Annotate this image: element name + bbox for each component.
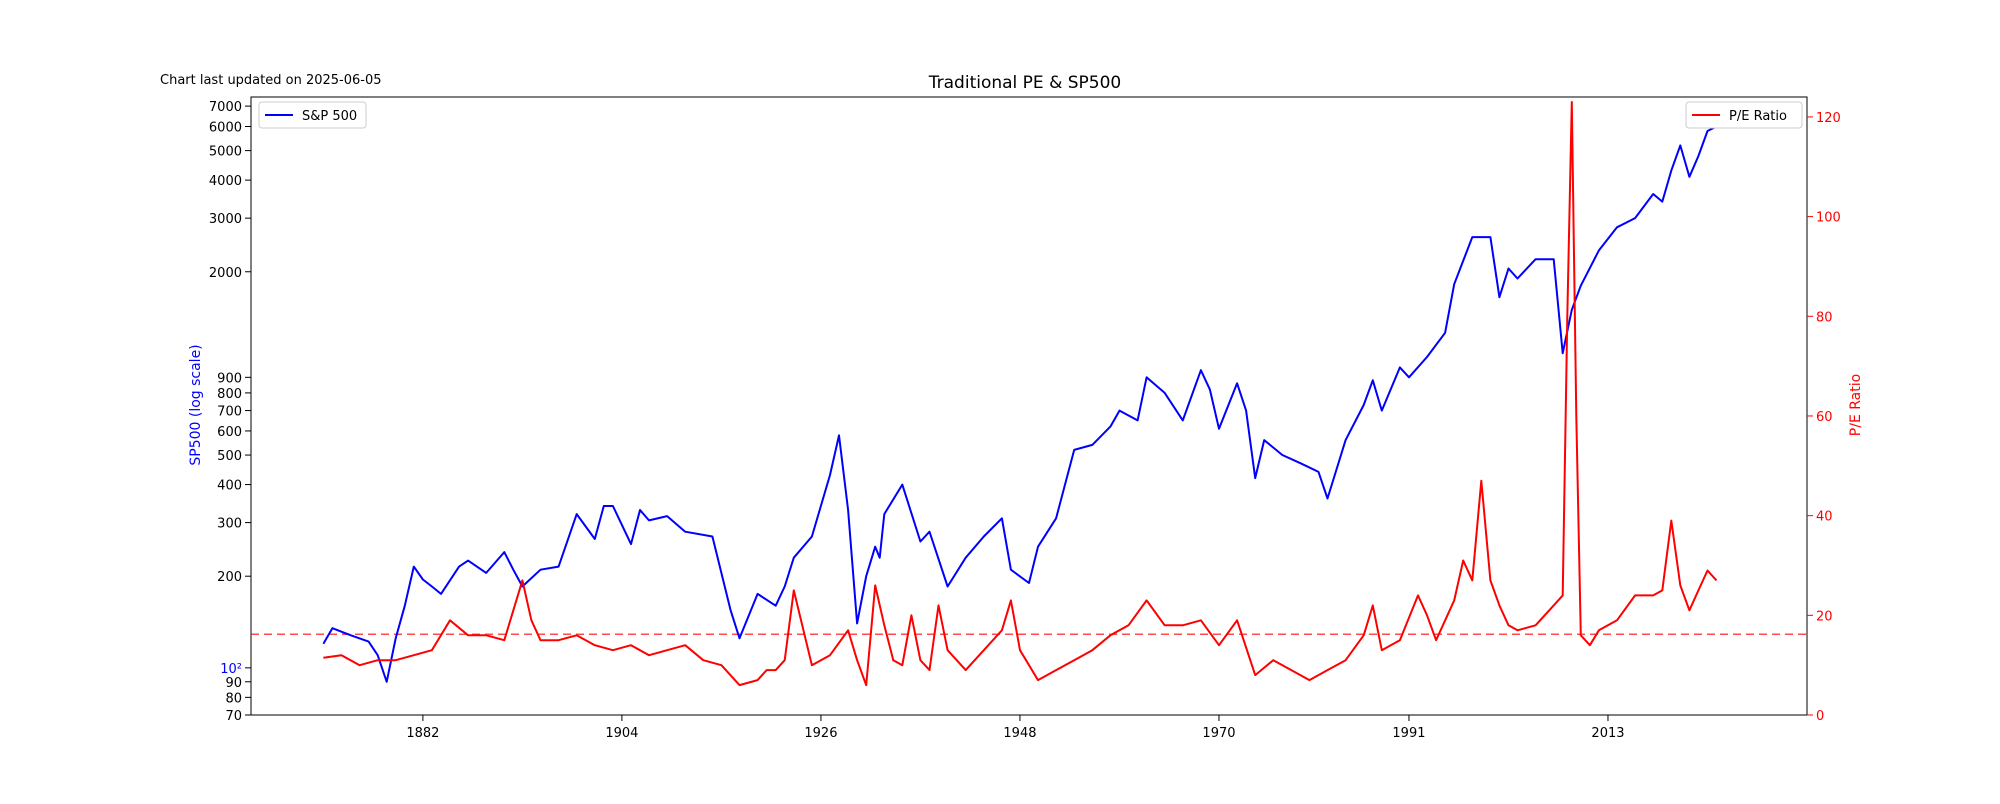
x-tick-label-6: 2013 bbox=[1591, 726, 1624, 741]
left-tick-label-4: 200 bbox=[217, 570, 242, 585]
right-tick-label-0: 0 bbox=[1816, 709, 1824, 724]
x-tick-label-0: 1882 bbox=[406, 726, 439, 741]
right-tick-label-5: 100 bbox=[1816, 211, 1841, 226]
left-tick-label-12: 2000 bbox=[209, 266, 242, 281]
right-tick-label-4: 80 bbox=[1816, 310, 1833, 325]
legend-pe-box bbox=[1685, 101, 1803, 129]
plot-area: 1882 1904 1926 1948 1970 1991 201370809010²200… bbox=[209, 96, 1841, 741]
x-tick-label-1: 1904 bbox=[605, 726, 638, 741]
left-tick-label-10: 800 bbox=[217, 387, 242, 402]
left-tick-label-3: 10² bbox=[220, 662, 242, 677]
series-line-sp500 bbox=[322, 125, 1717, 683]
legend-sp500: S&P 500 bbox=[258, 101, 367, 129]
legend-pe-label: P/E Ratio bbox=[1729, 109, 1787, 124]
left-tick-label-13: 3000 bbox=[209, 212, 242, 227]
chart-title: Traditional PE & SP500 bbox=[928, 73, 1121, 93]
right-tick-label-6: 120 bbox=[1816, 111, 1841, 126]
left-tick-label-15: 5000 bbox=[209, 145, 242, 160]
left-tick-label-9: 700 bbox=[217, 405, 242, 420]
left-tick-label-14: 4000 bbox=[209, 174, 242, 189]
x-tick-label-5: 1991 bbox=[1392, 726, 1425, 741]
left-tick-label-6: 400 bbox=[217, 479, 242, 494]
left-tick-label-7: 500 bbox=[217, 449, 242, 464]
legend-pe-ratio: P/E Ratio bbox=[1685, 101, 1803, 129]
legend-sp500-box bbox=[258, 101, 367, 129]
right-tick-label-2: 40 bbox=[1816, 510, 1833, 525]
left-tick-label-0: 70 bbox=[225, 709, 242, 724]
plot-frame bbox=[250, 96, 1808, 716]
left-axis-label: SP500 (log scale) bbox=[188, 344, 204, 465]
right-tick-label-1: 20 bbox=[1816, 609, 1833, 624]
right-axis-label: P/E Ratio bbox=[1848, 374, 1864, 436]
left-tick-label-8: 600 bbox=[217, 425, 242, 440]
series-line-pe-ratio bbox=[323, 101, 1718, 687]
x-tick-label-3: 1948 bbox=[1003, 726, 1036, 741]
left-tick-label-2: 90 bbox=[225, 676, 242, 691]
left-tick-label-16: 6000 bbox=[209, 121, 242, 136]
legend-sp500-label: S&P 500 bbox=[302, 109, 357, 124]
left-tick-label-11: 900 bbox=[217, 371, 242, 386]
left-tick-label-17: 7000 bbox=[209, 100, 242, 115]
x-tick-label-4: 1970 bbox=[1202, 726, 1235, 741]
right-tick-label-3: 60 bbox=[1816, 410, 1833, 425]
left-tick-label-5: 300 bbox=[217, 517, 242, 532]
x-tick-label-2: 1926 bbox=[804, 726, 837, 741]
updated-note: Chart last updated on 2025-06-05 bbox=[160, 73, 382, 88]
left-tick-label-1: 80 bbox=[225, 691, 242, 706]
